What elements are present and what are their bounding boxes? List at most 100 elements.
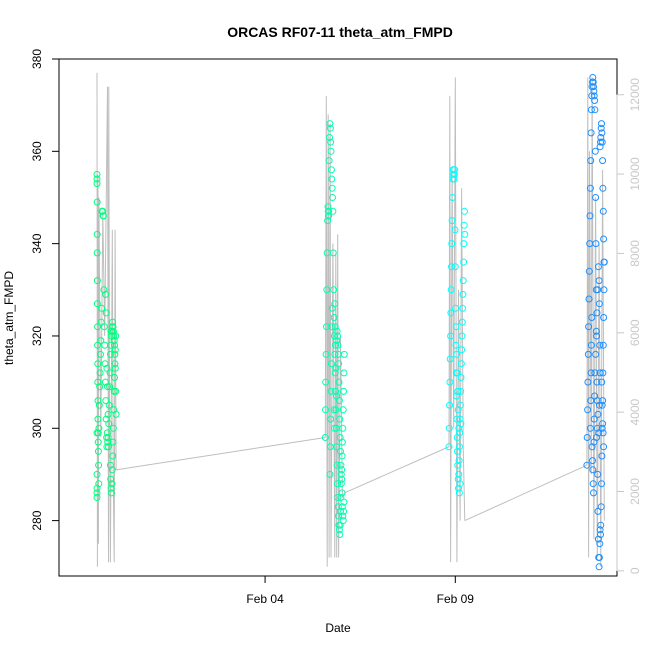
data-point-rf08 xyxy=(338,452,346,460)
data-point-rf07 xyxy=(104,383,111,391)
data-point-rf10 xyxy=(587,157,595,165)
data-point-rf07 xyxy=(96,383,104,391)
data-point-rf08 xyxy=(324,203,332,211)
data-point-rf08 xyxy=(336,415,344,423)
data-point-rf09 xyxy=(450,170,458,178)
data-point-rf08 xyxy=(339,406,347,414)
data-point-rf07 xyxy=(93,300,101,308)
data-point-rf07 xyxy=(101,341,109,349)
data-point-rf09 xyxy=(455,484,462,492)
data-point-rf10 xyxy=(600,443,608,451)
data-point-rf07 xyxy=(94,397,102,405)
data-point-rf08 xyxy=(326,443,334,451)
data-point-rf07 xyxy=(93,249,101,257)
data-point-rf09 xyxy=(455,443,463,451)
data-point-rf10 xyxy=(587,341,595,349)
data-point-rf09 xyxy=(453,369,461,377)
data-point-rf10 xyxy=(600,235,608,243)
data-point-rf10 xyxy=(585,295,593,303)
data-point-rf07 xyxy=(103,364,111,372)
data-point-rf10 xyxy=(590,415,598,423)
data-point-rf08 xyxy=(337,470,345,478)
data-point-rf07 xyxy=(108,466,116,474)
data-point-rf08 xyxy=(323,286,331,294)
data-point-rf07 xyxy=(94,360,102,368)
data-point-rf10 xyxy=(595,401,603,409)
data-point-rf10 xyxy=(594,263,602,271)
data-point-rf07 xyxy=(111,350,119,358)
data-point-rf07 xyxy=(93,170,101,178)
data-point-rf10 xyxy=(595,563,603,571)
data-point-rf08 xyxy=(334,350,342,358)
data-point-rf07 xyxy=(111,374,118,381)
data-point-rf08 xyxy=(330,424,338,432)
data-point-rf10 xyxy=(599,341,607,349)
data-point-rf10 xyxy=(589,466,597,474)
data-point-rf09 xyxy=(456,415,464,423)
data-point-rf08 xyxy=(332,392,340,400)
data-point-rf08 xyxy=(328,184,336,192)
data-point-rf08 xyxy=(327,360,335,368)
data-point-rf07 xyxy=(107,475,115,483)
data-point-rf09 xyxy=(454,406,462,414)
data-point-rf08 xyxy=(325,157,333,165)
data-point-rf10 xyxy=(598,138,606,146)
data-point-rf08 xyxy=(340,387,348,395)
data-point-rf10 xyxy=(597,124,605,132)
data-point-rf07 xyxy=(94,447,102,455)
data-point-rf10 xyxy=(596,540,604,548)
data-point-rf07 xyxy=(103,429,111,437)
data-point-rf07 xyxy=(93,494,101,501)
data-point-rf08 xyxy=(330,286,338,294)
data-point-rf07 xyxy=(93,484,101,492)
data-point-rf10 xyxy=(591,147,599,155)
data-point-rf08 xyxy=(334,480,341,488)
data-point-rf08 xyxy=(330,406,338,414)
data-point-rf10 xyxy=(586,184,594,192)
data-point-rf07 xyxy=(104,410,112,418)
data-point-rf09 xyxy=(459,290,467,298)
data-point-rf09 xyxy=(457,387,465,395)
data-point-rf10 xyxy=(586,212,594,220)
y-axis-right: 0 2000 4000 6000 8000 10000 12000 xyxy=(616,78,642,574)
data-points xyxy=(93,74,608,571)
data-point-rf10 xyxy=(599,420,607,428)
data-point-rf08 xyxy=(322,350,330,358)
data-point-rf07 xyxy=(93,470,101,478)
data-point-rf09 xyxy=(459,304,467,312)
data-point-rf08 xyxy=(326,120,334,128)
data-point-rf08 xyxy=(331,350,339,358)
data-point-rf07 xyxy=(98,304,106,312)
data-point-rf09 xyxy=(455,470,463,478)
data-point-rf10 xyxy=(587,106,595,114)
data-point-rf07 xyxy=(110,337,118,345)
data-point-rf08 xyxy=(328,304,336,312)
data-point-rf08 xyxy=(331,323,339,331)
data-point-rf10 xyxy=(598,452,606,460)
data-point-rf08 xyxy=(332,406,340,414)
data-point-rf07 xyxy=(100,286,108,294)
data-point-rf10 xyxy=(594,286,602,294)
data-point-rf07 xyxy=(111,360,119,368)
data-point-rf07 xyxy=(106,383,114,391)
data-point-rf09 xyxy=(451,263,459,271)
trace-line-rf09 xyxy=(448,77,466,563)
data-point-rf07 xyxy=(109,452,117,460)
data-point-rf09 xyxy=(454,475,462,483)
data-point-rf09 xyxy=(461,207,468,215)
connector-line xyxy=(344,446,450,494)
data-point-rf07 xyxy=(97,350,104,358)
y-axis-left: 280 300 320 340 360 380 xyxy=(30,49,60,531)
data-point-rf07 xyxy=(111,364,119,372)
data-point-rf08 xyxy=(335,378,343,386)
data-point-rf07 xyxy=(93,230,101,238)
data-point-rf07 xyxy=(102,397,110,405)
data-point-rf09 xyxy=(455,457,463,465)
data-point-rf07 xyxy=(93,489,101,497)
y-tick-label: 380 xyxy=(30,49,44,69)
data-point-rf08 xyxy=(335,526,343,534)
data-point-rf09 xyxy=(446,401,454,409)
data-point-rf08 xyxy=(338,503,346,511)
data-point-rf08 xyxy=(327,138,335,146)
data-point-rf07 xyxy=(95,461,103,469)
